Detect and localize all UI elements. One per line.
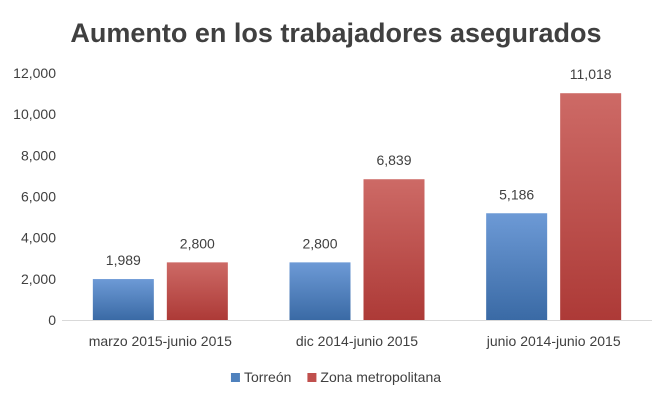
y-tick-label: 12,000 (13, 65, 56, 81)
y-tick-label: 2,000 (21, 271, 56, 287)
bar-torreon-1 (92, 279, 154, 320)
data-label-torreon-3: 5,186 (499, 186, 534, 202)
data-label-zona-metropolitana-3: 11,018 (570, 66, 612, 82)
x-tick-label: junio 2014-junio 2015 (486, 333, 621, 349)
bar-zona-metropolitana-1 (166, 262, 228, 320)
data-label-torreon-2: 2,800 (302, 235, 337, 251)
legend: Torreón Zona metropolitana (230, 369, 441, 385)
y-tick-label: 8,000 (21, 147, 56, 163)
legend-swatch-zona-metropolitana (307, 373, 317, 382)
bar-torreon-2 (289, 262, 351, 320)
x-tick-label: dic 2014-junio 2015 (296, 333, 418, 349)
y-tick-label: 10,000 (13, 106, 56, 122)
chart-title: Aumento en los trabajadores asegurados (70, 18, 601, 48)
legend-swatch-torreon (230, 373, 240, 382)
legend-label-zona-metropolitana: Zona metropolitana (320, 369, 441, 385)
data-labels: 1,989 2,800 2,800 6,839 5,186 11,018 (106, 66, 612, 268)
legend-label-torreon: Torreón (244, 369, 291, 385)
y-tick-label: 4,000 (21, 230, 56, 246)
data-label-zona-metropolitana-1: 2,800 (180, 235, 215, 251)
y-axis: 0 2,000 4,000 6,000 8,000 10,000 12,000 (13, 65, 56, 328)
x-tick-label: marzo 2015-junio 2015 (89, 333, 232, 349)
bar-torreon-3 (486, 213, 548, 320)
data-label-torreon-1: 1,989 (106, 252, 141, 268)
y-tick-label: 6,000 (21, 189, 56, 205)
x-axis: marzo 2015-junio 2015 dic 2014-junio 2015… (62, 320, 652, 349)
data-label-zona-metropolitana-2: 6,839 (376, 152, 411, 168)
bars (92, 93, 622, 320)
y-tick-label: 0 (48, 312, 56, 328)
bar-zona-metropolitana-3 (560, 93, 622, 320)
bar-zona-metropolitana-2 (363, 179, 425, 320)
